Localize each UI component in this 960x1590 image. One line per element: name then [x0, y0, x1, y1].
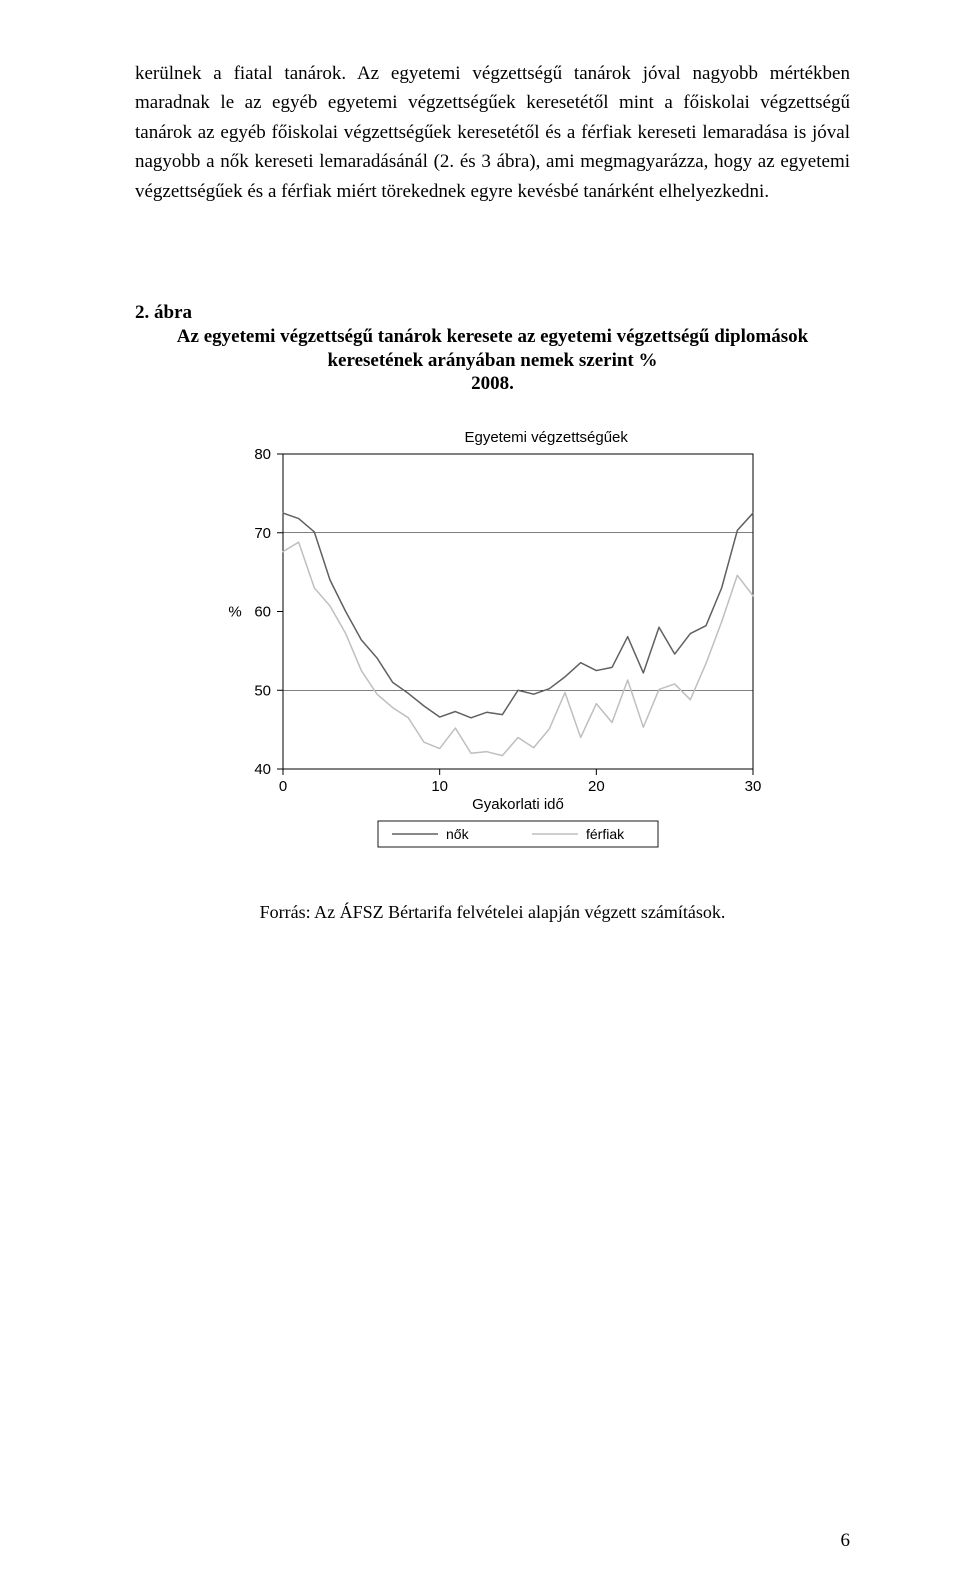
y-axis-label: %: [228, 604, 241, 621]
series-line: [283, 513, 753, 718]
figure-source: Forrás: Az ÁFSZ Bértarifa felvételei ala…: [135, 899, 850, 927]
caption-year: 2008.: [135, 372, 850, 396]
line-chart: Egyetemi végzettségűek 40 50 60 70 80 0 10 20 30 G…: [213, 414, 773, 864]
x-tick-label: 30: [744, 778, 761, 795]
caption-label: 2. ábra: [135, 301, 850, 325]
x-tick-label: 10: [431, 778, 448, 795]
y-tick-label: 50: [254, 682, 271, 699]
chart-title: Egyetemi végzettségűek: [464, 429, 628, 446]
legend-label: férfiak: [586, 826, 625, 842]
caption-line-2: keresetének arányában nemek szerint %: [135, 349, 850, 373]
series-line: [283, 542, 753, 755]
x-tick-label: 0: [278, 778, 286, 795]
y-tick-label: 40: [254, 761, 271, 778]
y-tick-label: 70: [254, 525, 271, 542]
plot-border: [283, 454, 753, 769]
x-axis-label: Gyakorlati idő: [472, 796, 564, 813]
body-paragraph: kerülnek a fiatal tanárok. Az egyetemi v…: [135, 59, 850, 206]
figure-caption: 2. ábra Az egyetemi végzettségű tanárok …: [135, 301, 850, 396]
page-number: 6: [841, 1526, 851, 1555]
x-tick-label: 20: [587, 778, 604, 795]
y-tick-label: 60: [254, 604, 271, 621]
y-tick-label: 80: [254, 446, 271, 463]
legend-label: nők: [446, 826, 470, 842]
caption-line-1: Az egyetemi végzettségű tanárok keresete…: [135, 325, 850, 349]
